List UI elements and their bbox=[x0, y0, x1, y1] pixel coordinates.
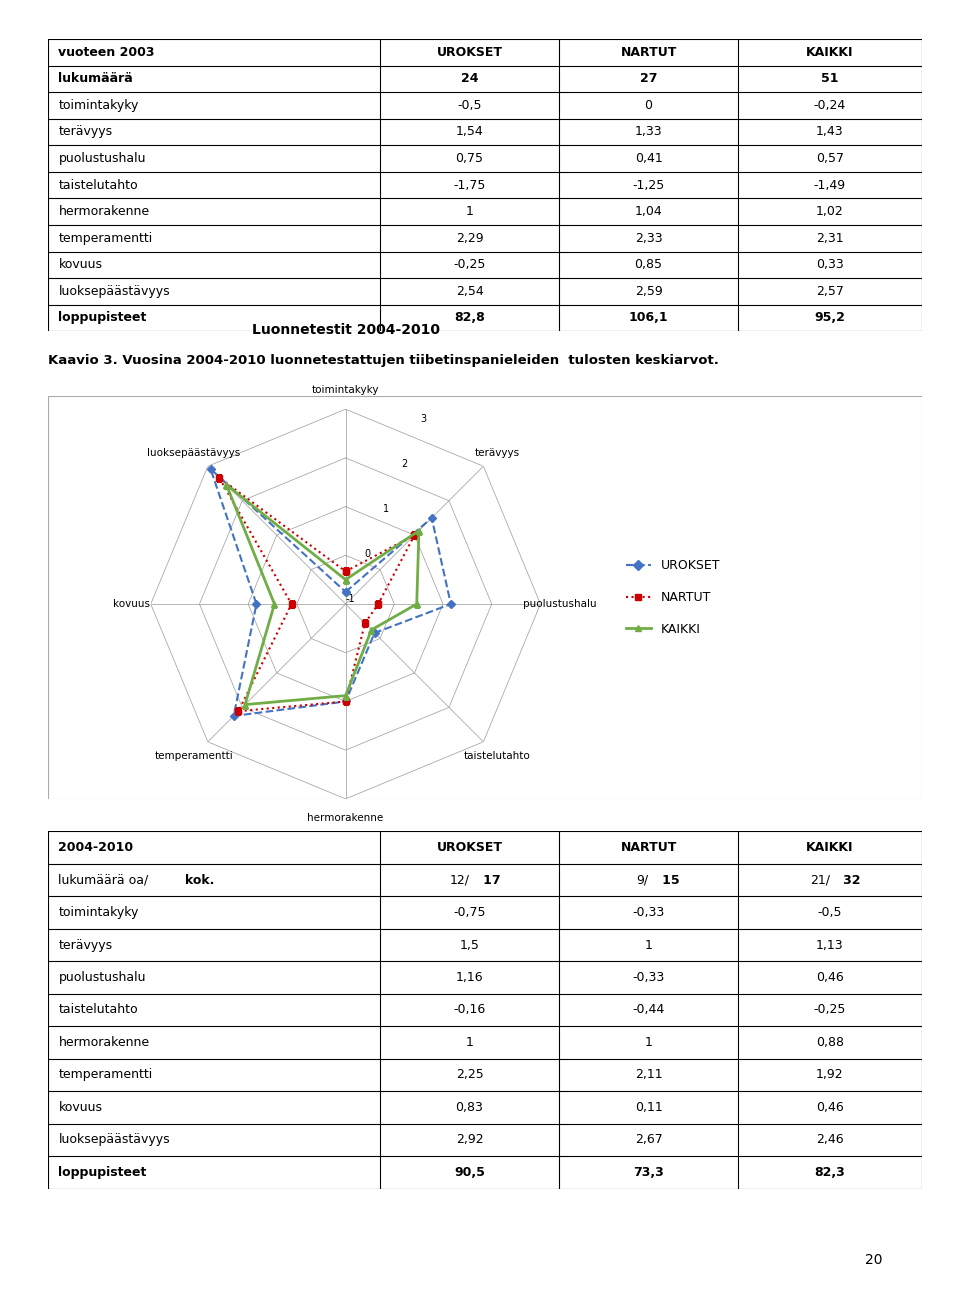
Text: 0,75: 0,75 bbox=[455, 152, 484, 165]
Text: temperamentti: temperamentti bbox=[59, 1068, 153, 1082]
Text: 1: 1 bbox=[645, 938, 653, 952]
Text: 17: 17 bbox=[469, 873, 500, 887]
Text: -1,25: -1,25 bbox=[633, 178, 664, 192]
Text: 2,25: 2,25 bbox=[456, 1068, 484, 1082]
Legend: UROKSET, NARTUT, KAIKKI: UROKSET, NARTUT, KAIKKI bbox=[621, 555, 725, 640]
Text: UROKSET: UROKSET bbox=[437, 840, 502, 855]
Text: -0,5: -0,5 bbox=[818, 905, 842, 920]
FancyBboxPatch shape bbox=[48, 396, 922, 799]
Text: 1,33: 1,33 bbox=[635, 126, 662, 139]
Text: 1,5: 1,5 bbox=[460, 938, 479, 952]
Text: lukumäärä: lukumäärä bbox=[59, 73, 133, 86]
Text: 20: 20 bbox=[865, 1254, 882, 1267]
Text: -0,33: -0,33 bbox=[633, 905, 664, 920]
Text: toimintakyky: toimintakyky bbox=[59, 99, 139, 112]
Text: 2,67: 2,67 bbox=[635, 1133, 662, 1147]
Text: 0,11: 0,11 bbox=[635, 1100, 662, 1115]
Text: 2,46: 2,46 bbox=[816, 1133, 844, 1147]
Text: -0,16: -0,16 bbox=[453, 1003, 486, 1017]
Text: terävyys: terävyys bbox=[59, 938, 112, 952]
Text: 73,3: 73,3 bbox=[634, 1165, 664, 1179]
Text: 0,83: 0,83 bbox=[456, 1100, 484, 1115]
Text: 0,46: 0,46 bbox=[816, 970, 844, 985]
Text: -0,24: -0,24 bbox=[814, 99, 846, 112]
Text: terävyys: terävyys bbox=[59, 126, 112, 139]
Text: 1,02: 1,02 bbox=[816, 205, 844, 218]
Text: -1,49: -1,49 bbox=[814, 178, 846, 192]
Text: 1,13: 1,13 bbox=[816, 938, 844, 952]
Text: 2,29: 2,29 bbox=[456, 231, 483, 244]
Text: 2,59: 2,59 bbox=[635, 284, 662, 297]
Title: Luonnetestit 2004-2010: Luonnetestit 2004-2010 bbox=[252, 323, 440, 336]
Text: toimintakyky: toimintakyky bbox=[59, 905, 139, 920]
Text: 0,46: 0,46 bbox=[816, 1100, 844, 1115]
Text: 2,92: 2,92 bbox=[456, 1133, 483, 1147]
Text: kovuus: kovuus bbox=[59, 259, 103, 271]
Text: 9/: 9/ bbox=[636, 873, 649, 887]
Text: 21/: 21/ bbox=[810, 873, 829, 887]
Text: 32: 32 bbox=[829, 873, 860, 887]
Text: UROKSET: UROKSET bbox=[437, 45, 502, 58]
Text: 27: 27 bbox=[640, 73, 658, 86]
Text: vuoteen 2003: vuoteen 2003 bbox=[59, 45, 155, 58]
Text: -0,44: -0,44 bbox=[633, 1003, 664, 1017]
Text: 0,57: 0,57 bbox=[816, 152, 844, 165]
Text: 0,85: 0,85 bbox=[635, 259, 662, 271]
Text: 106,1: 106,1 bbox=[629, 312, 668, 325]
Text: taistelutahto: taistelutahto bbox=[59, 1003, 138, 1017]
Text: 0,33: 0,33 bbox=[816, 259, 844, 271]
Text: kovuus: kovuus bbox=[59, 1100, 103, 1115]
Text: 0,88: 0,88 bbox=[816, 1035, 844, 1050]
Text: -0,75: -0,75 bbox=[453, 905, 486, 920]
Text: luoksepäästävyys: luoksepäästävyys bbox=[59, 1133, 170, 1147]
Text: 12/: 12/ bbox=[449, 873, 469, 887]
Text: -0,33: -0,33 bbox=[633, 970, 664, 985]
Text: 2,54: 2,54 bbox=[456, 284, 484, 297]
Text: 1,92: 1,92 bbox=[816, 1068, 844, 1082]
Text: 2,33: 2,33 bbox=[635, 231, 662, 244]
Text: KAIKKI: KAIKKI bbox=[806, 840, 853, 855]
Text: -1,75: -1,75 bbox=[453, 178, 486, 192]
Text: 2,57: 2,57 bbox=[816, 284, 844, 297]
Text: taistelutahto: taistelutahto bbox=[59, 178, 138, 192]
Text: 51: 51 bbox=[821, 73, 839, 86]
Text: puolustushalu: puolustushalu bbox=[59, 152, 146, 165]
Text: 1: 1 bbox=[466, 1035, 473, 1050]
Text: -0,25: -0,25 bbox=[814, 1003, 846, 1017]
Text: 1: 1 bbox=[466, 205, 473, 218]
Text: luoksepäästävyys: luoksepäästävyys bbox=[59, 284, 170, 297]
Text: -0,5: -0,5 bbox=[457, 99, 482, 112]
Text: -0,25: -0,25 bbox=[453, 259, 486, 271]
Text: 90,5: 90,5 bbox=[454, 1165, 485, 1179]
Text: 1: 1 bbox=[645, 1035, 653, 1050]
Text: NARTUT: NARTUT bbox=[620, 45, 677, 58]
Text: KAIKKI: KAIKKI bbox=[806, 45, 853, 58]
Text: 24: 24 bbox=[461, 73, 478, 86]
Text: 15: 15 bbox=[649, 873, 680, 887]
Text: 1,43: 1,43 bbox=[816, 126, 844, 139]
Text: loppupisteet: loppupisteet bbox=[59, 1165, 147, 1179]
Text: 0: 0 bbox=[644, 99, 653, 112]
Text: loppupisteet: loppupisteet bbox=[59, 312, 147, 325]
Text: lukumäärä oa/: lukumäärä oa/ bbox=[59, 873, 149, 887]
Text: kok.: kok. bbox=[185, 873, 214, 887]
Text: 0,41: 0,41 bbox=[635, 152, 662, 165]
Text: hermorakenne: hermorakenne bbox=[59, 1035, 150, 1050]
Text: puolustushalu: puolustushalu bbox=[59, 970, 146, 985]
Text: 1,16: 1,16 bbox=[456, 970, 483, 985]
Text: 1,04: 1,04 bbox=[635, 205, 662, 218]
Text: 2,11: 2,11 bbox=[635, 1068, 662, 1082]
Text: 95,2: 95,2 bbox=[814, 312, 846, 325]
Text: hermorakenne: hermorakenne bbox=[59, 205, 150, 218]
Text: 1,54: 1,54 bbox=[456, 126, 484, 139]
Text: 2004-2010: 2004-2010 bbox=[59, 840, 133, 855]
Text: Kaavio 3. Vuosina 2004-2010 luonnetestattujen tiibetinspanieleiden  tulosten kes: Kaavio 3. Vuosina 2004-2010 luonnetestat… bbox=[48, 353, 719, 368]
Text: 82,3: 82,3 bbox=[814, 1165, 845, 1179]
Text: NARTUT: NARTUT bbox=[620, 840, 677, 855]
Text: 2,31: 2,31 bbox=[816, 231, 844, 244]
Text: temperamentti: temperamentti bbox=[59, 231, 153, 244]
Text: 82,8: 82,8 bbox=[454, 312, 485, 325]
